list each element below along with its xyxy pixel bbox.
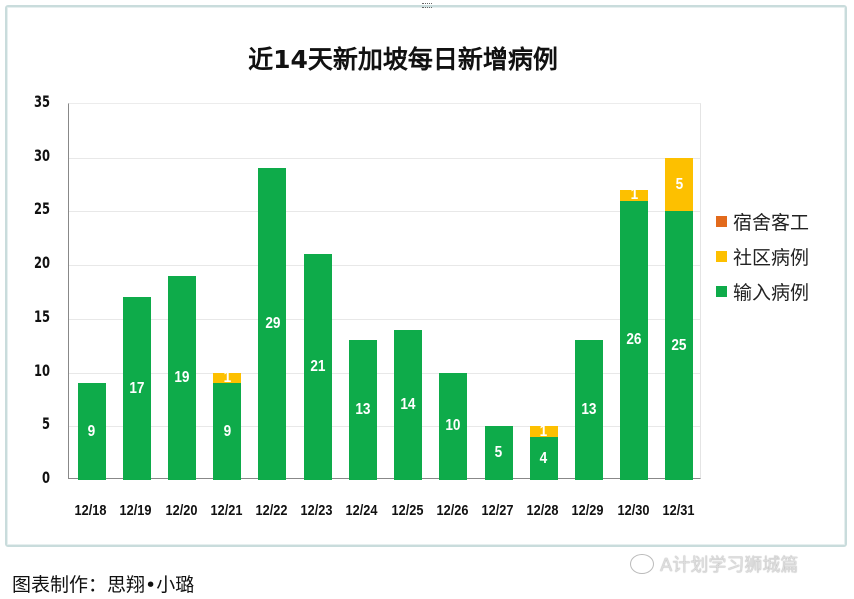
gridline [69, 157, 700, 159]
legend-item: 输入病例 [716, 274, 809, 309]
gridline [69, 265, 700, 267]
x-tick-label: 12/23 [300, 502, 333, 519]
bar-value-label: 5 [675, 175, 684, 193]
x-tick-label: 12/27 [481, 502, 514, 519]
y-tick-label: 5 [41, 414, 50, 434]
bar-segment: 29 [258, 168, 287, 480]
x-tick-label: 12/19 [119, 502, 152, 519]
bar-value-label: 25 [671, 336, 687, 354]
bar-segment: 5 [665, 157, 694, 212]
bar-segment: 10 [439, 372, 468, 480]
resize-handle-top[interactable] [422, 3, 432, 8]
bar-segment: 9 [213, 383, 242, 480]
bar-segment: 13 [348, 340, 377, 480]
gridline [69, 372, 700, 374]
y-tick-label: 20 [33, 253, 50, 273]
bar-segment: 14 [394, 329, 423, 480]
y-tick-label: 30 [33, 145, 50, 165]
legend-label: 社区病例 [733, 247, 810, 269]
bar-segment: 1 [620, 189, 649, 201]
x-tick-label: 12/29 [571, 502, 604, 519]
legend: 宿舍客工社区病例输入病例 [716, 204, 809, 309]
bar-segment: 19 [168, 275, 197, 480]
gridline [69, 318, 700, 320]
x-tick-label: 12/21 [210, 502, 243, 519]
bar-value-label: 10 [445, 417, 461, 435]
x-tick-label: 12/25 [391, 502, 424, 519]
legend-swatch-icon [716, 286, 727, 297]
legend-label: 输入病例 [733, 282, 810, 304]
y-tick-label: 0 [41, 468, 50, 487]
bar-value-label: 29 [264, 315, 281, 333]
bar-segment: 5 [484, 426, 513, 480]
x-tick-label: 12/30 [617, 502, 650, 519]
y-tick-label: 10 [33, 360, 50, 380]
gridline [69, 211, 700, 213]
bar-value-label: 21 [310, 358, 326, 376]
y-tick-label: 15 [33, 306, 50, 326]
bar-value-label: 19 [174, 368, 190, 386]
bar-value-label: 4 [539, 449, 548, 467]
legend-item: 社区病例 [716, 239, 809, 274]
x-tick-label: 12/28 [526, 502, 559, 519]
watermark-text: A计划学习狮城篇 [660, 555, 799, 576]
bar-value-label: 13 [355, 401, 371, 419]
bar-value-label: 1 [223, 372, 232, 384]
bar-value-label: 17 [129, 379, 145, 397]
y-tick-label: 25 [33, 199, 50, 219]
bar-value-label: 13 [581, 401, 597, 419]
chart-title: 近14天新加坡每日新增病例 [248, 45, 558, 74]
legend-swatch-icon [716, 251, 727, 262]
watermark: A计划学习狮城篇 [630, 551, 798, 577]
bar-value-label: 1 [630, 189, 638, 201]
bar-segment: 1 [213, 372, 242, 384]
bar-value-label: 1 [539, 426, 548, 438]
bar-segment: 9 [77, 383, 106, 480]
x-tick-label: 12/26 [436, 502, 469, 519]
plot-area: 9 17 19 9 1 29 21 13 14 10 5 4 1 13 26 1 25 5 [68, 103, 701, 480]
gridline [69, 426, 700, 428]
x-tick-label: 12/20 [165, 502, 197, 519]
x-tick-label: 12/22 [255, 502, 288, 519]
bar-value-label: 9 [223, 422, 232, 440]
legend-swatch-icon [716, 216, 727, 227]
bar-segment: 4 [529, 437, 558, 480]
x-tick-label: 12/18 [74, 502, 107, 519]
x-tick-label: 12/24 [345, 502, 378, 519]
bar-segment: 17 [122, 297, 151, 480]
bar-segment: 13 [574, 340, 603, 480]
bar-value-label: 26 [626, 331, 642, 349]
bar-value-label: 5 [494, 444, 503, 462]
bar-segment: 26 [620, 200, 649, 480]
y-tick-label: 35 [33, 92, 50, 111]
x-tick-label: 12/31 [662, 502, 695, 519]
bar-segment: 25 [665, 211, 694, 480]
bar-segment: 21 [303, 254, 332, 480]
chart-frame[interactable] [5, 5, 847, 547]
wechat-icon [630, 554, 654, 574]
bar-value-label: 14 [400, 395, 416, 413]
chart-credit-caption: 图表制作：思翔•小璐 [12, 574, 195, 596]
legend-label: 宿舍客工 [733, 212, 810, 234]
bar-value-label: 9 [87, 422, 96, 440]
legend-item: 宿舍客工 [716, 204, 809, 239]
bar-segment: 1 [529, 426, 558, 438]
